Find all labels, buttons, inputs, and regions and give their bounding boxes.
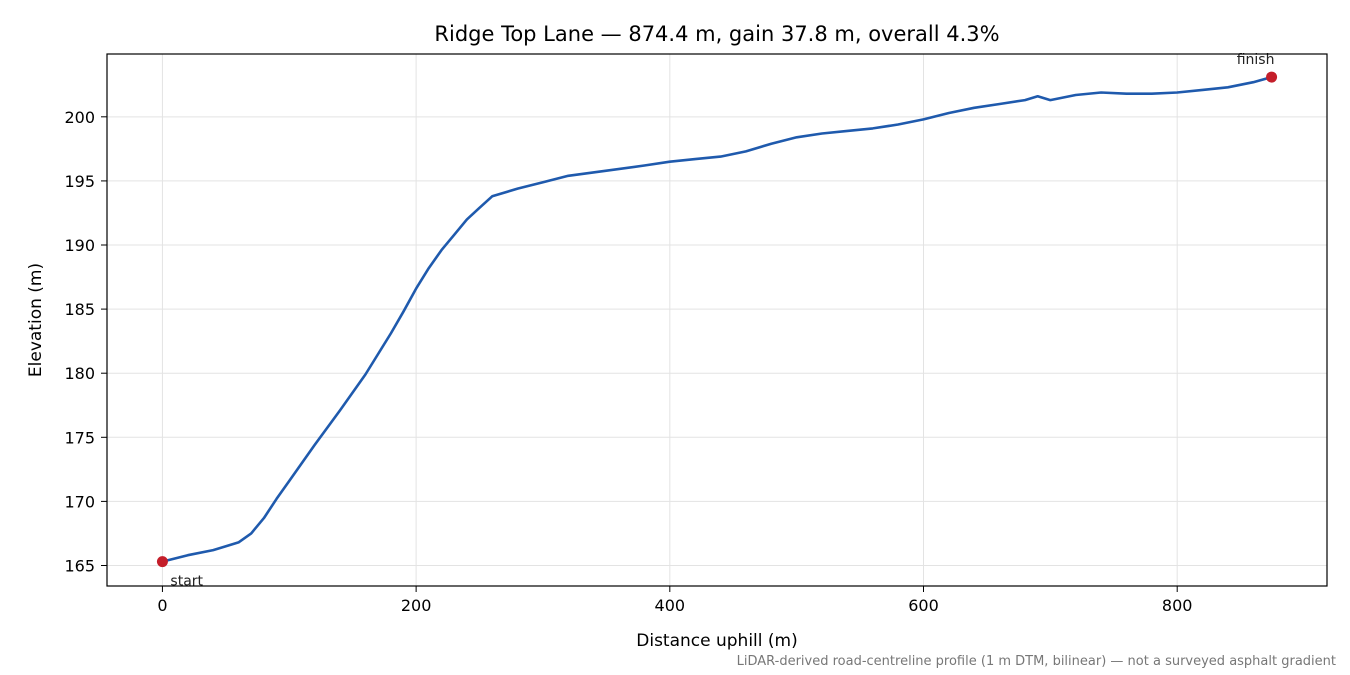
axis-ticks: 0 200 400 600 800 165 170 175 180 185 190 195 200 [64, 108, 1192, 615]
x-tick-label: 200 [401, 596, 432, 615]
x-axis-label: Distance uphill (m) [636, 631, 797, 651]
start-annotation: start [170, 574, 203, 590]
y-tick-label: 195 [64, 172, 95, 191]
plot-frame [106, 53, 1328, 587]
plot-area [107, 54, 1327, 586]
x-tick-label: 0 [157, 596, 167, 615]
y-tick-label: 170 [64, 492, 95, 511]
start-marker [156, 556, 168, 568]
finish-marker [1266, 71, 1278, 83]
y-tick-label: 180 [64, 364, 95, 383]
x-tick-label: 800 [1162, 596, 1193, 615]
finish-annotation: finish [1237, 52, 1275, 68]
x-tick-label: 400 [655, 596, 686, 615]
y-tick-label: 185 [64, 300, 95, 319]
y-tick-label: 190 [64, 236, 95, 255]
y-tick-label: 175 [64, 428, 95, 447]
series-layer [161, 75, 1273, 563]
elevation-line [161, 75, 1273, 563]
chart-title: Ridge Top Lane — 874.4 m, gain 37.8 m, o… [434, 22, 999, 46]
footnote: LiDAR-derived road-centreline profile (1… [737, 654, 1336, 669]
y-tick-label: 165 [64, 556, 95, 575]
y-axis-label: Elevation (m) [26, 263, 46, 377]
y-tick-label: 200 [64, 108, 95, 127]
x-tick-label: 600 [908, 596, 939, 615]
grid [107, 54, 1327, 586]
